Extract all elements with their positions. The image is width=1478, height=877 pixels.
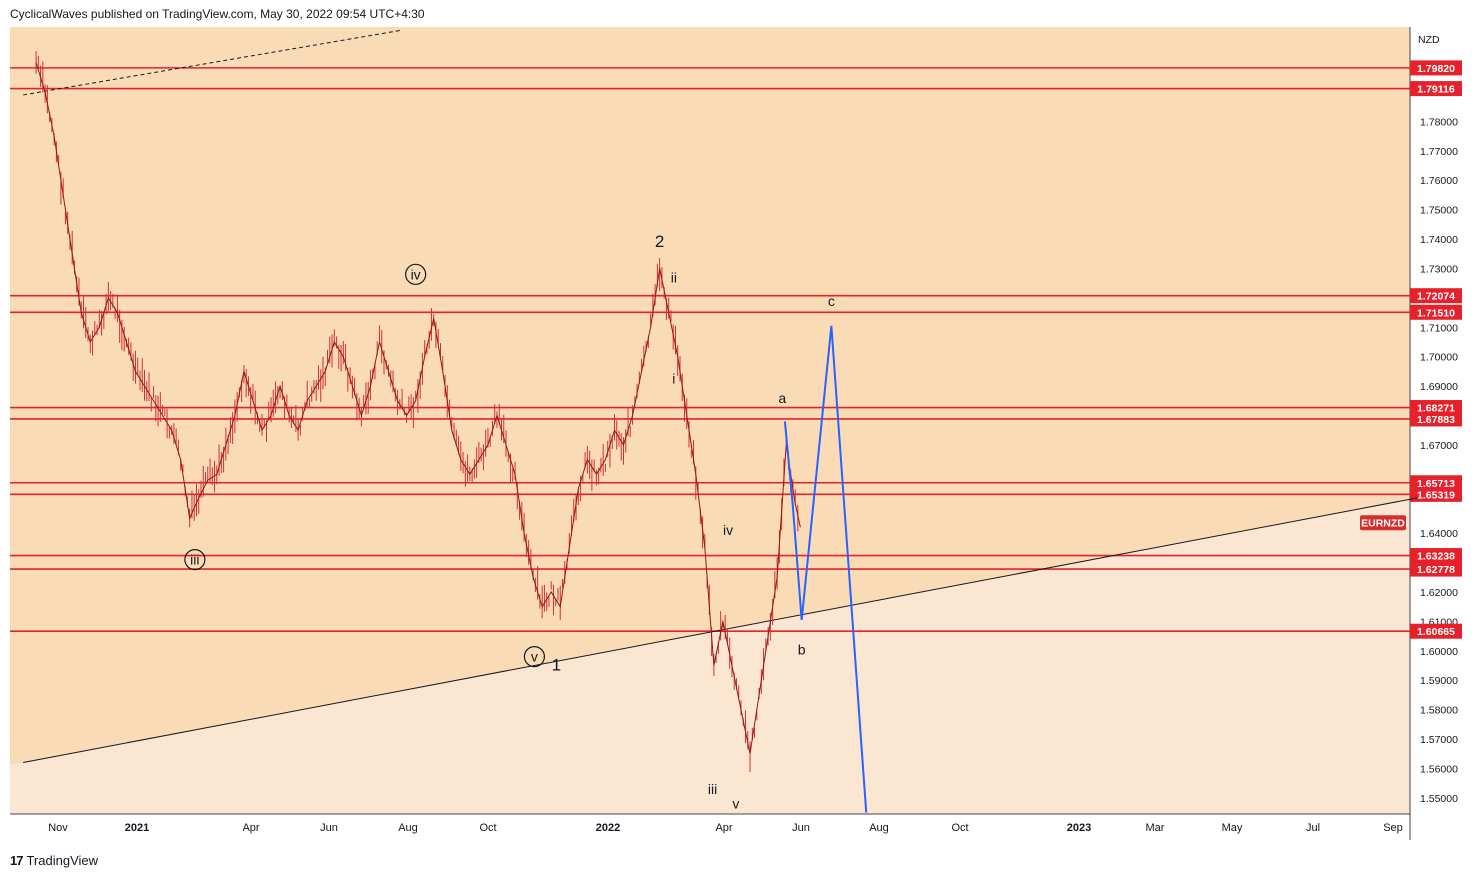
price-tick-label: 1.78000 [1420,116,1458,128]
brand-label: TradingView [26,852,99,868]
time-tick-label: 2022 [596,822,620,834]
price-level-tag [1410,60,1462,76]
time-tick-label: Oct [479,822,496,834]
price-tick-label: 1.75000 [1420,205,1458,217]
time-tick-label: Aug [869,822,889,834]
time-tick-label: Apr [242,822,259,834]
price-level-tag [1410,81,1462,97]
price-tick-label: 1.56000 [1420,763,1458,775]
price-tick-label: 1.70000 [1420,352,1458,364]
price-level-tag [1410,475,1462,491]
wave-label: v [732,796,739,812]
price-level-tag [1410,400,1462,416]
wave-label-circle [405,263,427,285]
projection-path [783,325,868,813]
time-tick-label: 2023 [1067,822,1091,834]
price-level-tag-text: 1.71510 [1417,307,1455,319]
price-tick-label: 1.60000 [1420,646,1458,658]
price-path [35,62,801,754]
price-level-tag [1410,548,1462,564]
price-level-tag [1410,411,1462,427]
publisher-caption: CyclicalWaves published on TradingView.c… [10,7,425,21]
price-tick-label: 1.74000 [1420,234,1458,246]
time-tick-label: 2021 [125,822,149,834]
price-tick-label: 1.62000 [1420,587,1458,599]
time-tick-label: Aug [398,822,418,834]
wave-label: b [798,641,806,657]
price-tick-label: 1.59000 [1420,675,1458,687]
wave-label-circle [184,549,206,571]
symbol-tag-text: EURNZD [1361,517,1405,529]
wave-label: iv [411,266,421,282]
price-tick-label: 1.77000 [1420,146,1458,158]
price-tick-label: 1.69000 [1420,381,1458,393]
price-level-tag-text: 1.79820 [1417,63,1455,75]
time-tick-label: Jun [320,822,338,834]
time-tick-label: May [1222,822,1243,834]
time-tick-label: Jun [792,822,810,834]
wave-label: 2 [655,232,664,251]
price-tick-label: 1.55000 [1420,793,1458,805]
wave-label-circle [523,646,546,668]
time-tick-label: Jul [1306,822,1320,834]
price-level-tag-text: 1.60665 [1417,626,1455,638]
price-level-tag-text: 1.65319 [1417,489,1455,501]
wave-label: v [531,649,538,665]
price-level-tag [1410,304,1462,320]
tradingview-branding[interactable]: 17 TradingView [10,850,98,870]
price-tick-label: 1.76000 [1420,175,1458,187]
wave-label: iii [190,552,199,568]
wave-label: c [828,293,835,309]
price-tick-label: 1.64000 [1420,528,1458,540]
price-level-tag-text: 1.62778 [1417,564,1455,576]
wave-label: ii [671,269,677,285]
price-level-tag [1410,288,1462,304]
price-tick-label: 1.71000 [1420,322,1458,334]
price-level-tag [1410,623,1462,639]
wave-label: iv [723,522,733,538]
symbol-tag [1360,515,1406,531]
price-level-tag-text: 1.63238 [1417,551,1455,563]
price-level-tag-text: 1.65713 [1417,478,1455,490]
price-tick-label: 1.73000 [1420,263,1458,275]
price-tick-label: 1.67000 [1420,440,1458,452]
price-level-tag [1410,486,1462,502]
price-level-tag-text: 1.67883 [1417,414,1455,426]
upper-zone [10,27,1410,766]
price-level-tag-text: 1.79116 [1417,84,1455,96]
price-level-tag-text: 1.72074 [1417,291,1455,303]
time-tick-label: Nov [48,822,68,834]
time-tick-label: Mar [1146,822,1165,834]
time-tick-label: Apr [715,822,732,834]
wave-label: a [778,390,786,406]
wave-label: i [672,371,675,387]
price-tick-label: 1.58000 [1420,705,1458,717]
tradingview-logo-icon: 17 [10,852,24,868]
trendline [23,29,402,96]
time-tick-label: Sep [1383,822,1403,834]
currency-label: NZD [1418,34,1440,46]
price-tick-label: 1.57000 [1420,734,1458,746]
wave-label: 1 [552,655,561,674]
price-level-tag [1410,561,1462,577]
time-tick-label: Oct [951,822,968,834]
wave-label: iii [708,781,717,797]
